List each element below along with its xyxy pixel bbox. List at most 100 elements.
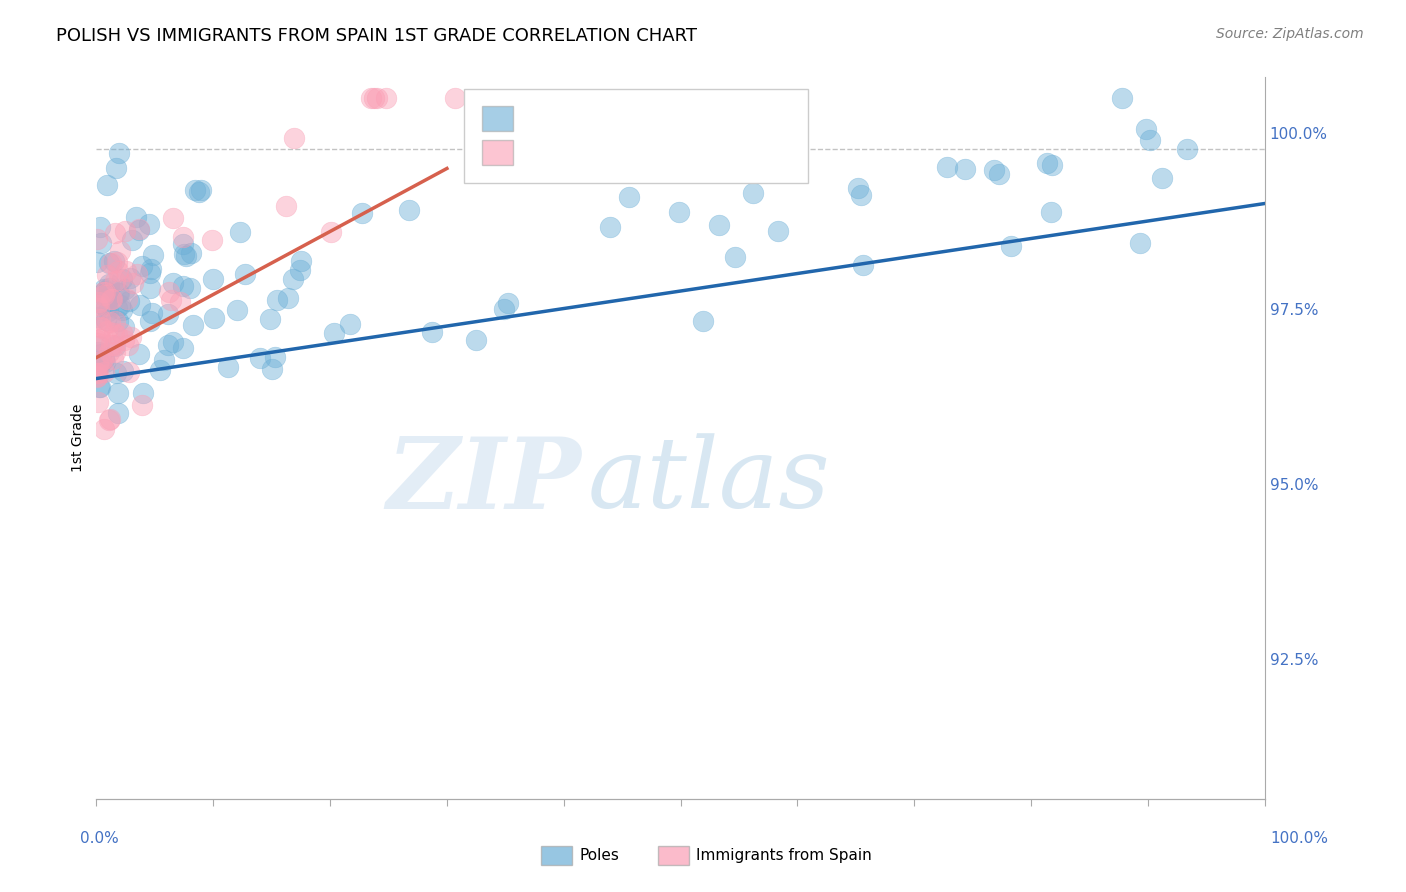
Point (229, 225, 252, 239)
Point (86, 298, 108, 312)
Point (120, 271, 142, 285)
Point (496, 295, 519, 310)
Point (350, 206, 373, 220)
Point (169, 295, 191, 310)
Point (107, 286, 129, 301)
Point (91, 321, 114, 335)
Point (128, 298, 150, 312)
Text: ZIP: ZIP (387, 434, 581, 530)
Point (1152, 170, 1174, 185)
Point (162, 211, 184, 225)
Point (89, 380, 111, 394)
Point (149, 363, 172, 377)
Point (283, 272, 305, 286)
Point (202, 311, 225, 326)
Point (444, 91, 467, 105)
Point (184, 183, 207, 197)
Point (128, 222, 150, 236)
Point (290, 254, 312, 268)
Point (89, 312, 111, 326)
Text: 0.0%: 0.0% (80, 831, 120, 846)
Point (190, 183, 212, 197)
Point (108, 273, 131, 287)
Point (172, 341, 194, 355)
Point (90, 347, 112, 361)
Point (108, 298, 131, 312)
Point (162, 334, 184, 349)
Point (953, 162, 976, 177)
Point (121, 233, 143, 247)
Point (851, 258, 873, 272)
Text: atlas: atlas (588, 434, 830, 529)
Point (983, 162, 1005, 177)
Point (112, 333, 135, 347)
Point (1040, 204, 1063, 219)
Point (274, 198, 297, 212)
Point (93, 365, 115, 379)
Point (98, 315, 121, 329)
Point (100, 256, 122, 270)
Text: Source: ZipAtlas.com: Source: ZipAtlas.com (1216, 27, 1364, 41)
Point (104, 226, 127, 240)
Point (87, 358, 110, 372)
Point (128, 223, 150, 237)
Text: Immigrants from Spain: Immigrants from Spain (696, 848, 872, 863)
Point (851, 188, 873, 202)
Point (157, 307, 180, 321)
Point (420, 326, 443, 340)
Point (492, 302, 515, 317)
Point (1139, 133, 1161, 147)
Point (1036, 155, 1059, 169)
Point (105, 161, 128, 175)
Point (91, 352, 114, 367)
Point (107, 264, 129, 278)
Point (692, 314, 714, 328)
Point (172, 279, 194, 293)
Point (97, 304, 120, 318)
Point (159, 293, 181, 307)
Point (172, 229, 194, 244)
Point (107, 314, 129, 328)
Point (1040, 158, 1063, 172)
Point (107, 385, 129, 400)
Point (117, 338, 139, 352)
Point (162, 276, 184, 290)
Point (935, 160, 957, 174)
Point (179, 280, 201, 294)
Point (101, 292, 124, 306)
Point (277, 291, 299, 305)
Point (90, 353, 112, 368)
Point (105, 328, 128, 343)
Point (104, 314, 127, 328)
Point (152, 353, 174, 368)
Point (266, 293, 288, 307)
Point (107, 407, 129, 421)
Point (118, 294, 141, 309)
Point (96, 324, 118, 338)
Point (98, 412, 121, 426)
Point (98, 280, 121, 294)
Point (86, 366, 108, 380)
Point (86, 255, 108, 269)
Point (97, 290, 120, 304)
Point (138, 280, 160, 294)
Point (97, 345, 120, 359)
Point (93, 281, 115, 295)
Point (108, 146, 131, 161)
Point (374, 91, 396, 105)
Point (114, 282, 136, 296)
Point (104, 339, 127, 353)
Point (709, 219, 731, 233)
Point (398, 203, 420, 218)
Point (322, 326, 344, 340)
Point (96, 313, 118, 327)
Point (363, 91, 385, 105)
Point (599, 219, 621, 234)
Point (89, 301, 111, 316)
Point (742, 186, 765, 201)
Point (93, 287, 115, 301)
Point (86, 368, 108, 383)
Point (86, 310, 108, 325)
Point (225, 302, 247, 317)
Point (465, 333, 488, 347)
